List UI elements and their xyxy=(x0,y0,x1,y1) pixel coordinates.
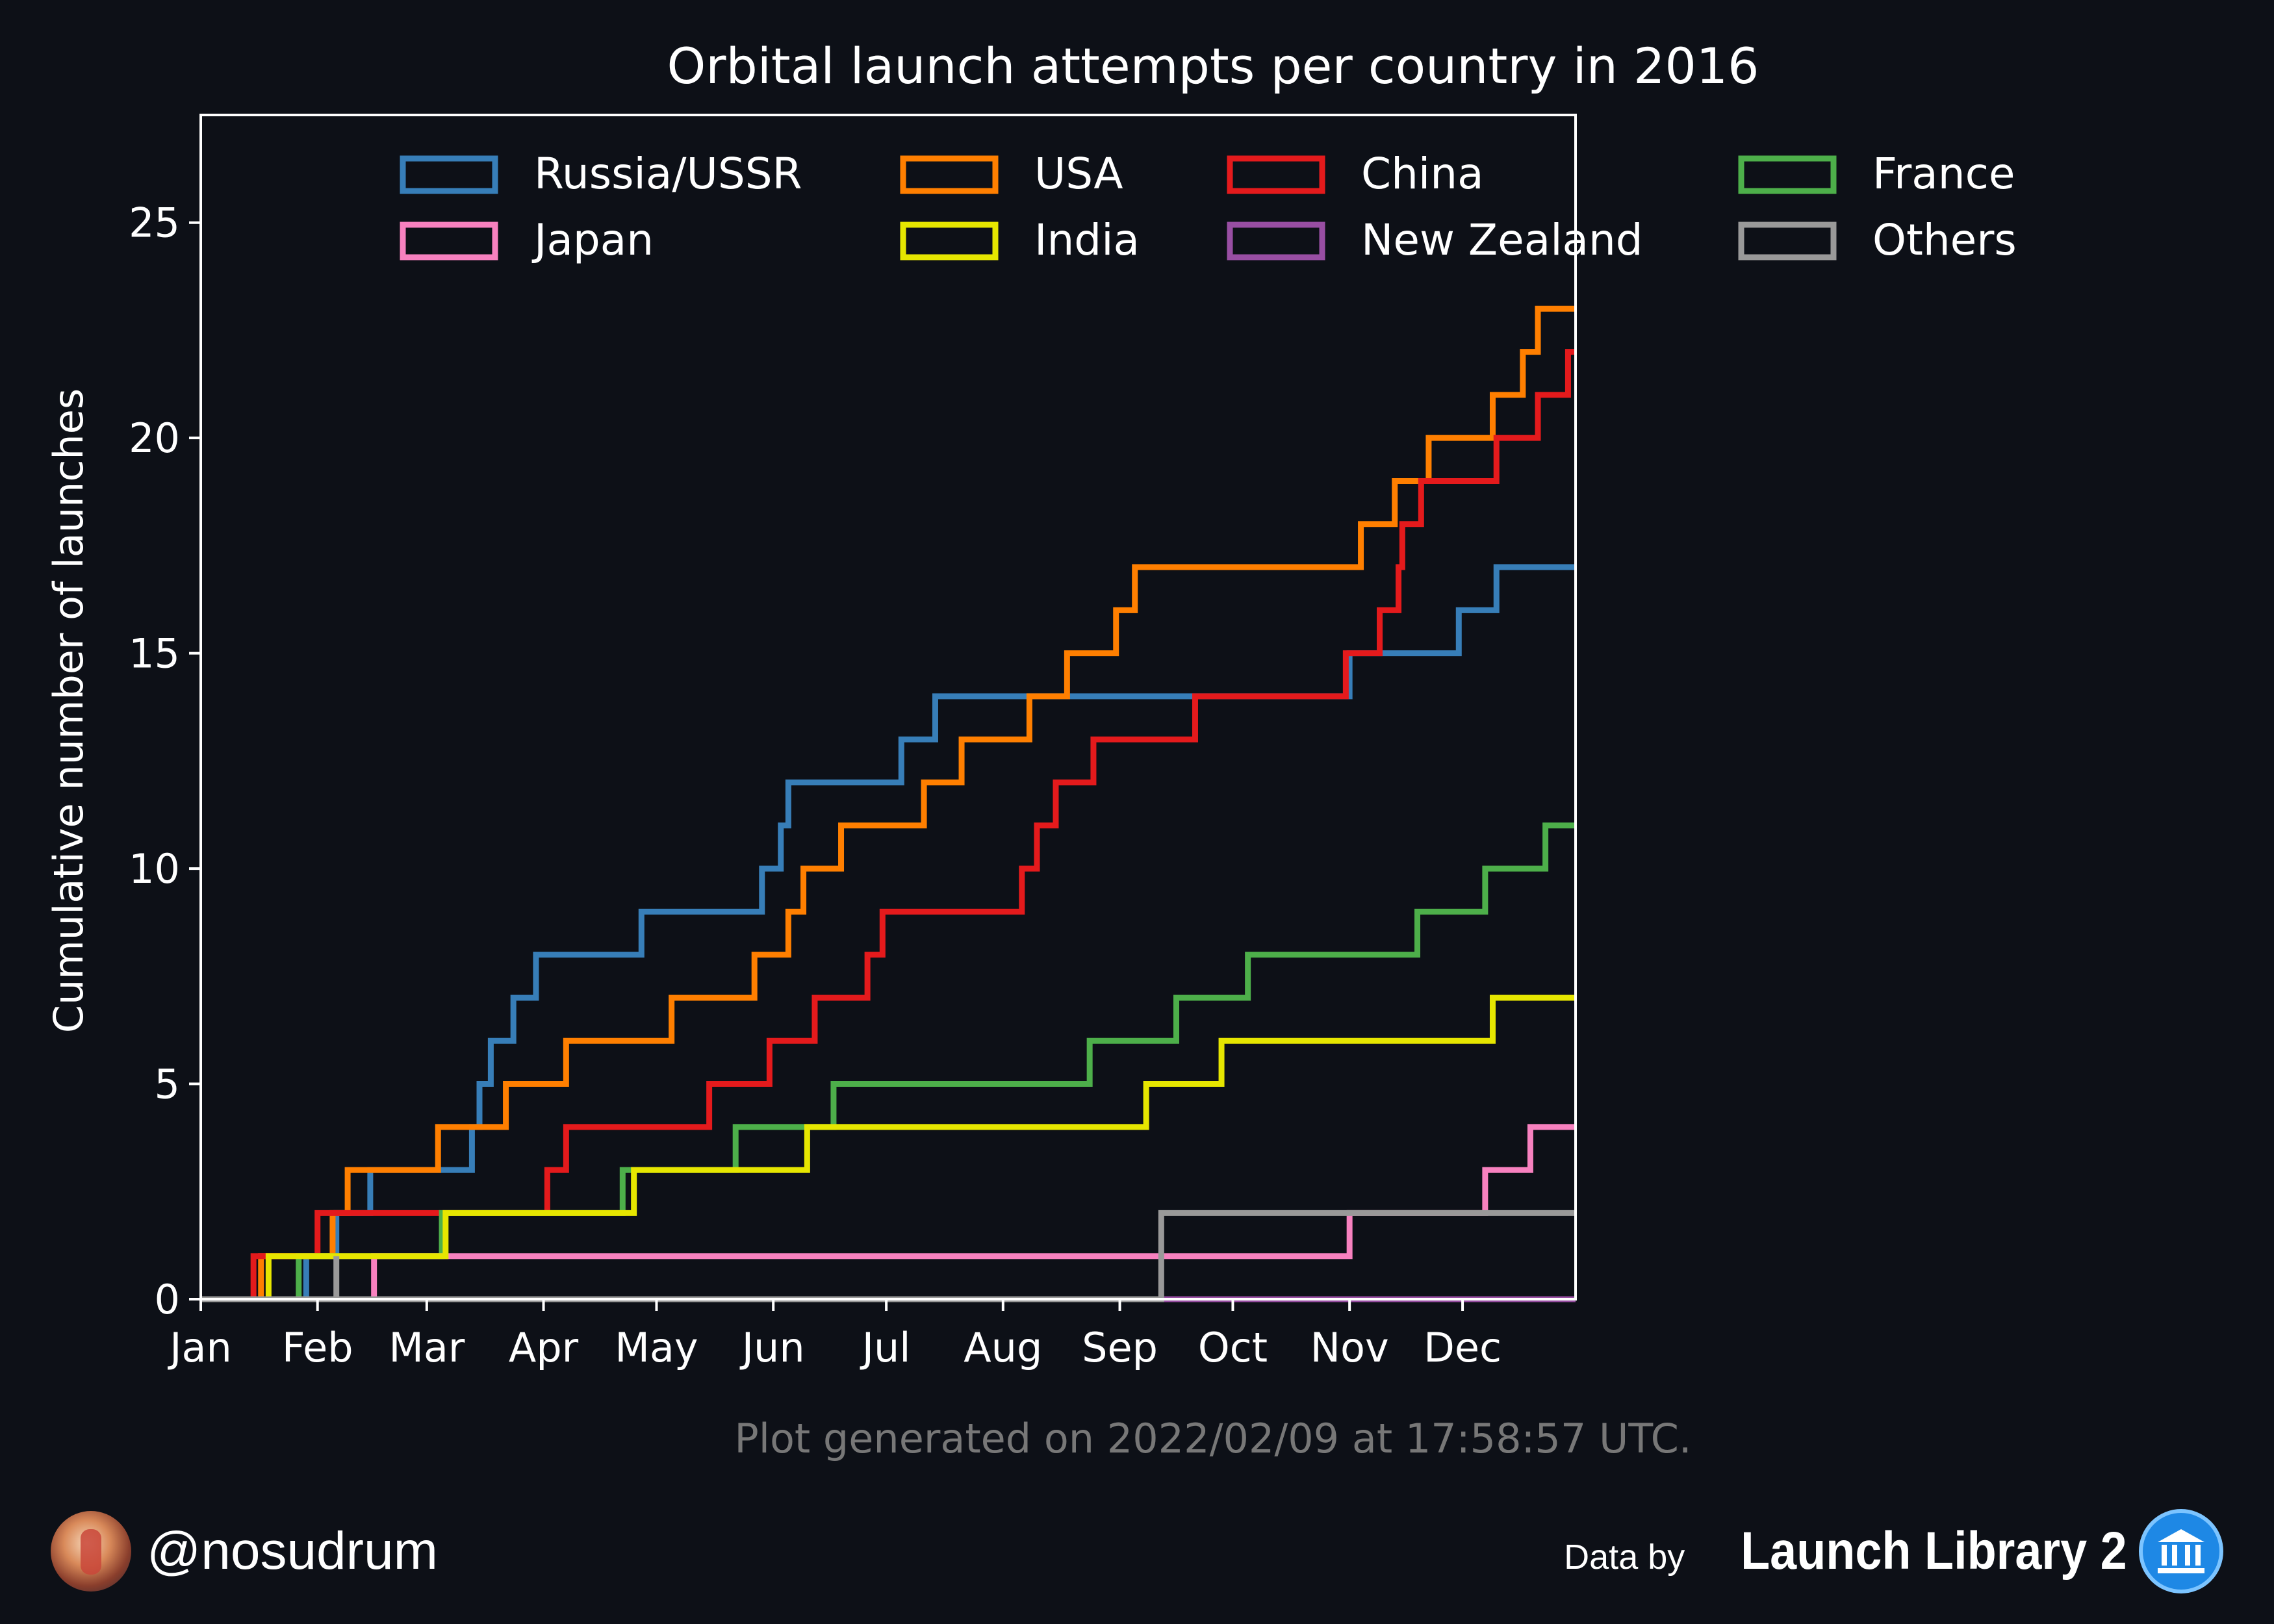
series-line-china xyxy=(201,349,1576,1302)
data-source-credit: Data by Launch Library 2 xyxy=(1564,1506,2223,1597)
legend-swatch xyxy=(900,222,999,260)
x-tick-label: Sep xyxy=(1082,1324,1158,1371)
y-tick-label: 5 xyxy=(155,1061,180,1108)
chart-title: Orbital launch attempts per country in 2… xyxy=(667,37,1759,95)
legend-label: Others xyxy=(1872,215,2017,265)
legend-swatch xyxy=(1227,155,1325,194)
legend-swatch xyxy=(1738,155,1837,194)
x-tick-label: Jul xyxy=(860,1324,911,1371)
y-axis-label: Cumulative number of launches xyxy=(45,388,92,1033)
legend-swatch xyxy=(400,222,498,260)
legend-label: New Zealand xyxy=(1361,215,1643,265)
plot-frame xyxy=(199,114,1577,1300)
y-tick-label: 25 xyxy=(129,199,180,247)
x-tick-label: Jan xyxy=(167,1324,232,1371)
legend-label: USA xyxy=(1034,149,1123,199)
legend-label: Japan xyxy=(531,215,654,265)
series-line-france xyxy=(201,822,1576,1302)
data-source-name: Launch Library 2 xyxy=(1741,1521,2127,1580)
legend-swatch xyxy=(1738,222,1837,260)
data-by-label: Data by xyxy=(1564,1538,1685,1577)
author-credit: @nosudrum xyxy=(51,1506,438,1597)
y-tick-label: 0 xyxy=(155,1276,180,1323)
x-tick-label: Nov xyxy=(1310,1324,1389,1371)
series-line-usa xyxy=(201,305,1576,1302)
legend-swatch xyxy=(400,155,498,194)
y-tick-label: 10 xyxy=(129,845,180,893)
author-handle: @nosudrum xyxy=(147,1521,438,1580)
y-tick-label: 20 xyxy=(129,414,180,462)
x-tick-label: Aug xyxy=(964,1324,1042,1371)
legend-label: Russia/USSR xyxy=(534,149,802,199)
legend-label: France xyxy=(1872,149,2015,199)
y-tick-label: 15 xyxy=(129,630,180,678)
legend-label: India xyxy=(1034,215,1140,265)
x-tick-label: Apr xyxy=(509,1324,579,1371)
generated-note: Plot generated on 2022/02/09 at 17:58:57… xyxy=(734,1415,1691,1462)
x-tick-label: Dec xyxy=(1424,1324,1501,1371)
x-tick-label: Feb xyxy=(282,1324,353,1371)
legend-label: China xyxy=(1361,149,1484,199)
legend-swatch xyxy=(1227,222,1325,260)
avatar xyxy=(51,1511,131,1592)
x-tick-label: Jun xyxy=(739,1324,805,1371)
x-tick-label: Mar xyxy=(389,1324,465,1371)
series-line-india xyxy=(201,995,1576,1302)
series-line-russia-ussr xyxy=(201,564,1576,1302)
legend-swatch xyxy=(900,155,999,194)
x-tick-label: May xyxy=(615,1324,698,1371)
launch-library-logo-icon xyxy=(2139,1509,2223,1593)
x-tick-label: Oct xyxy=(1198,1324,1268,1371)
